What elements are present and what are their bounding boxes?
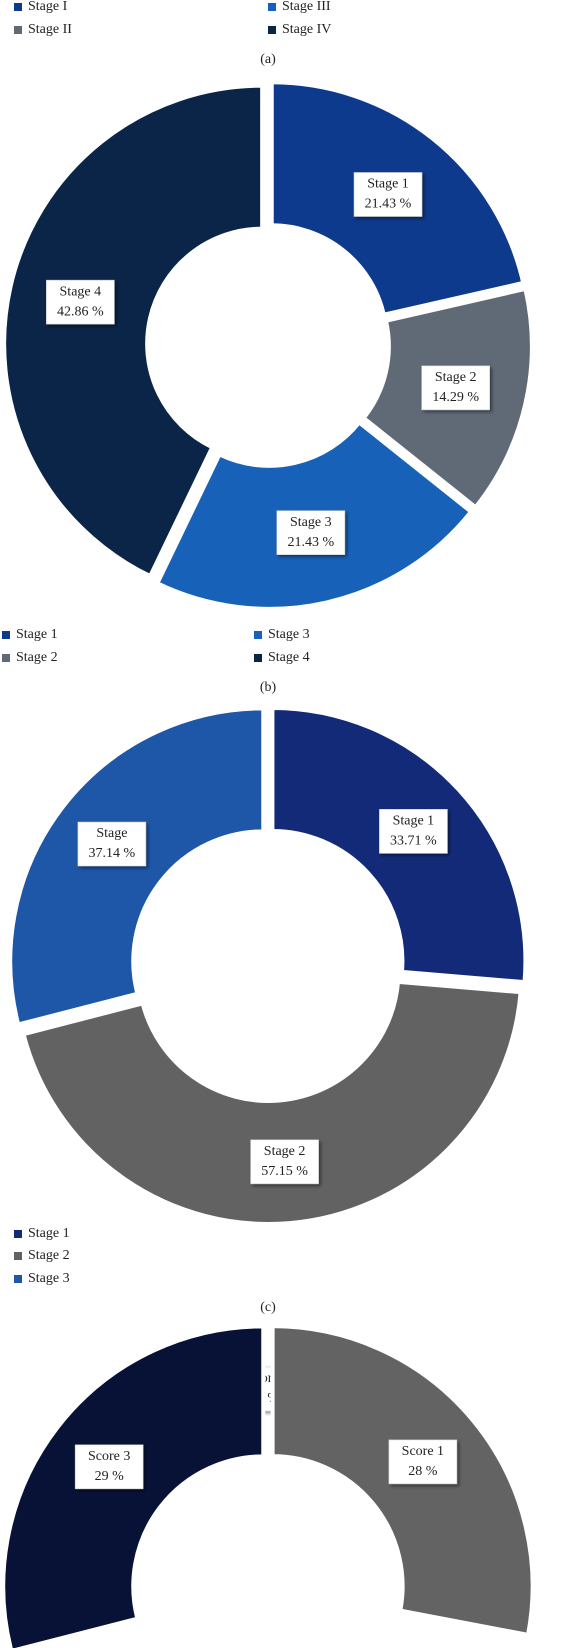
- label-box: [379, 809, 448, 854]
- value-label: 21.43 %: [287, 535, 334, 550]
- slice-label: Score 3 29 %: [74, 1444, 144, 1490]
- slice-name: Score 3: [88, 1449, 130, 1464]
- value-label: 57.15 %: [261, 1164, 308, 1179]
- legend-marker: [254, 654, 262, 662]
- legend-label: Stage 1: [16, 627, 58, 642]
- legend-marker: [14, 1275, 22, 1283]
- slice-label: Stage 2 57.15 %: [250, 1139, 319, 1185]
- value-label: 33.71 %: [390, 834, 437, 849]
- value-label: 14.29 %: [432, 390, 479, 405]
- legend-marker: [14, 1252, 22, 1260]
- slice-label: Score 1 28 %: [388, 1439, 458, 1485]
- caption: (b): [260, 680, 277, 695]
- legend-marker: [268, 26, 276, 34]
- slice-name: Stage 1: [367, 177, 409, 192]
- legend-marker: [14, 3, 22, 11]
- label-box: [353, 172, 423, 217]
- legend-label: Stage III: [282, 0, 331, 14]
- label-box: [77, 821, 147, 867]
- label-box: [421, 365, 490, 411]
- slice-label: Stage 4 42.86 %: [46, 279, 115, 325]
- legend-label: Stage I: [28, 0, 68, 14]
- legend-marker: [14, 1230, 22, 1238]
- slice-name: Stage 4: [60, 284, 102, 299]
- label-box: [46, 279, 115, 325]
- slice-name: Stage 1: [393, 814, 435, 829]
- legend-label: Stage 3: [268, 627, 310, 642]
- legend-label: Stage 3: [28, 1271, 70, 1286]
- legend-label: Stage 1: [28, 1226, 70, 1241]
- legend-marker: [254, 631, 262, 639]
- value-label: 42.86 %: [57, 304, 104, 319]
- slice-label: Stage 1 33.71 %: [379, 809, 448, 854]
- slice: [8, 706, 266, 1027]
- slice-name: Stage 3: [290, 515, 332, 530]
- slice: [21, 979, 523, 1226]
- legend-marker: [2, 654, 10, 662]
- label-box: [74, 1444, 144, 1490]
- value-label: 28 %: [408, 1464, 438, 1479]
- label-box: [388, 1439, 458, 1485]
- caption: (c): [260, 1300, 276, 1315]
- slice-name: Stage 2: [435, 370, 477, 385]
- legend-label: Stage 2: [16, 650, 58, 665]
- slice-name: Stage: [96, 826, 127, 841]
- legend-label: Stage IV: [282, 22, 331, 37]
- slice: [2, 83, 265, 579]
- legend-marker: [268, 3, 276, 11]
- legend-label: Stage 4: [268, 650, 310, 665]
- value-label: 37.14 %: [89, 846, 136, 861]
- caption: (a): [260, 52, 276, 67]
- legend-label: Stage 2: [28, 1248, 70, 1263]
- slice-label: Stage 1 21.43 %: [353, 172, 423, 217]
- legend-label: Stage II: [28, 22, 72, 37]
- slice-label: Stage 37.14 %: [77, 821, 147, 867]
- slice-name: Score 1: [402, 1444, 444, 1459]
- slice-label: Stage 3 21.43 %: [276, 510, 346, 555]
- value-label: 21.43 %: [365, 197, 412, 212]
- legend-marker: [2, 631, 10, 639]
- slice-label: Stage 2 14.29 %: [421, 365, 490, 411]
- value-label: 29 %: [95, 1469, 125, 1484]
- label-box: [250, 1139, 319, 1185]
- label-box: [276, 510, 346, 555]
- slice-name: Stage 2: [264, 1144, 306, 1159]
- legend-marker: [14, 26, 22, 34]
